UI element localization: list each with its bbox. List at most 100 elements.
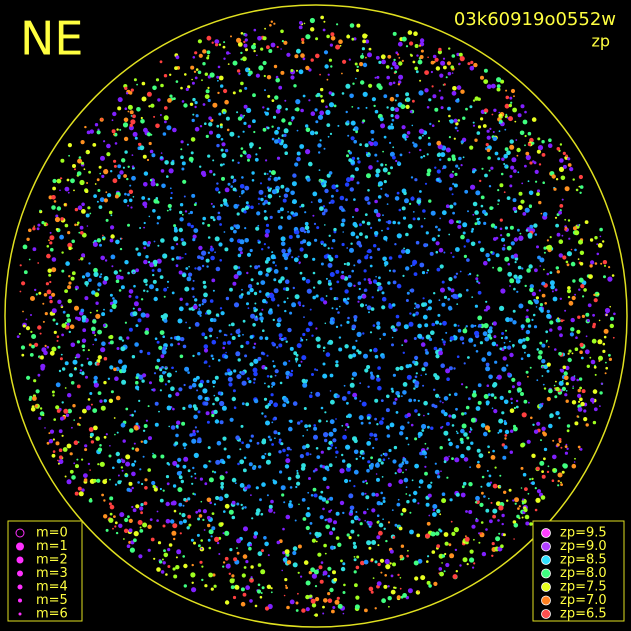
star [507, 262, 511, 266]
star [537, 355, 543, 360]
star [49, 350, 55, 356]
star [474, 501, 478, 504]
star [365, 304, 368, 307]
star [497, 266, 503, 272]
star [490, 166, 494, 170]
star [311, 603, 317, 608]
star [53, 330, 57, 334]
star [574, 457, 576, 460]
star [577, 258, 580, 260]
star [191, 81, 195, 85]
star [281, 118, 286, 123]
star [160, 454, 165, 459]
star [295, 474, 301, 479]
star [282, 557, 288, 562]
star [256, 589, 262, 594]
star [267, 177, 271, 181]
star [313, 434, 318, 440]
star [600, 262, 603, 265]
star [170, 386, 175, 392]
star [146, 290, 149, 293]
star [207, 538, 211, 542]
star [441, 338, 444, 341]
star [211, 413, 215, 418]
star [263, 243, 266, 246]
star [31, 344, 35, 349]
star [392, 155, 396, 160]
star [538, 200, 542, 205]
star [494, 360, 498, 364]
star [436, 177, 440, 182]
star [46, 289, 52, 295]
star [369, 465, 374, 470]
star [188, 523, 192, 527]
star [605, 366, 608, 370]
star [421, 302, 426, 308]
star [376, 377, 381, 382]
star [410, 176, 414, 179]
star [360, 80, 365, 85]
star [156, 519, 159, 522]
star [319, 515, 324, 520]
star [285, 584, 287, 587]
star [220, 125, 223, 129]
star [309, 453, 312, 456]
star [259, 316, 264, 321]
star [546, 396, 551, 402]
star [460, 440, 464, 444]
star [323, 254, 329, 259]
star [497, 157, 501, 161]
star [103, 140, 106, 143]
star [600, 382, 604, 385]
star [96, 238, 102, 243]
star [325, 105, 328, 109]
star [162, 346, 167, 351]
star [561, 386, 567, 391]
star [329, 390, 332, 392]
star [309, 308, 312, 311]
star [67, 285, 72, 290]
star [165, 366, 168, 369]
star [88, 278, 92, 282]
star [64, 321, 68, 325]
star [116, 128, 119, 131]
star [203, 292, 208, 298]
star [117, 474, 120, 477]
star [85, 213, 90, 218]
star [495, 344, 499, 347]
star [445, 562, 450, 568]
star [333, 227, 337, 232]
star [128, 481, 133, 486]
star [207, 236, 211, 239]
star [204, 336, 208, 340]
star [226, 204, 229, 207]
star [415, 372, 418, 375]
star [416, 199, 422, 205]
star [435, 531, 440, 536]
star [272, 364, 276, 368]
star [97, 447, 103, 452]
star [599, 227, 603, 232]
star [400, 512, 404, 516]
star [209, 130, 213, 135]
star [392, 220, 397, 225]
star [139, 506, 144, 511]
star [394, 99, 397, 102]
star [102, 234, 104, 237]
star [533, 325, 538, 329]
star [74, 367, 77, 369]
star [537, 145, 544, 151]
star [281, 248, 286, 254]
star [103, 514, 108, 519]
star [498, 429, 503, 433]
star [445, 368, 451, 374]
star [246, 107, 252, 113]
star [67, 191, 70, 194]
star [517, 338, 523, 344]
star [436, 475, 441, 479]
star [578, 185, 581, 188]
star [266, 45, 270, 50]
star [218, 496, 224, 502]
star [170, 519, 175, 524]
